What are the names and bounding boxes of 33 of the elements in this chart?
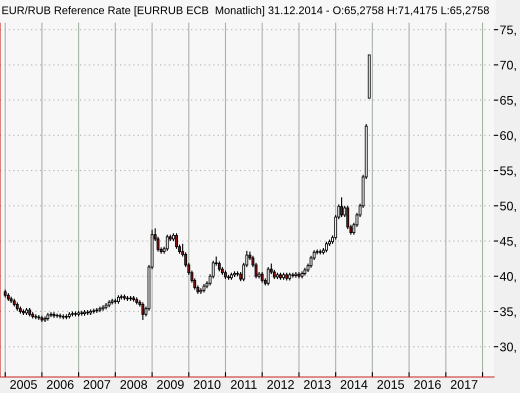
y-tick-label: 40, <box>500 272 516 282</box>
x-tick-label: 2011 <box>230 380 257 389</box>
x-tick-label: 2013 <box>304 380 331 389</box>
x-tick-label: 2016 <box>414 380 441 389</box>
x-tick-label: 2017 <box>450 380 478 389</box>
x-tick-label: 2005 <box>10 380 37 389</box>
x-tick-label: 2014 <box>340 380 368 389</box>
candlestick <box>324 241 328 253</box>
x-tick-label: 2015 <box>377 380 404 389</box>
y-tick-label: 50, <box>500 202 516 212</box>
candlestick <box>218 260 221 272</box>
x-tick-label: 2006 <box>46 380 74 389</box>
y-tick-label: 60, <box>500 131 516 142</box>
x-tick-label: 2007 <box>84 380 110 389</box>
candlestick <box>141 302 144 320</box>
y-tick-label: 75, <box>500 26 516 36</box>
x-tick-label: 2009 <box>157 380 184 389</box>
candlestick <box>318 248 322 255</box>
y-tick-label: 30, <box>500 342 516 353</box>
y-tick-label: 55, <box>500 166 516 177</box>
candlestick <box>175 232 178 250</box>
candlestick <box>92 308 96 314</box>
y-tick-label: 45, <box>500 236 516 248</box>
y-tick-label: 70, <box>500 60 516 72</box>
x-tick-label: 2008 <box>120 380 148 389</box>
chart-title: EUR/RUB Reference Rate [EURRUB ECB Monatlich] 31.12.2014 - O:65,2758 H:71,4175 L:65,2758 <box>2 6 489 16</box>
candlestick <box>260 271 264 284</box>
x-tick-label: 2012 <box>267 380 294 389</box>
x-tick-label: 2010 <box>194 380 221 389</box>
y-tick-label: 35, <box>500 307 516 318</box>
y-tick-label: 65, <box>500 96 516 106</box>
candlestick <box>37 314 40 320</box>
candlestick <box>340 196 344 218</box>
